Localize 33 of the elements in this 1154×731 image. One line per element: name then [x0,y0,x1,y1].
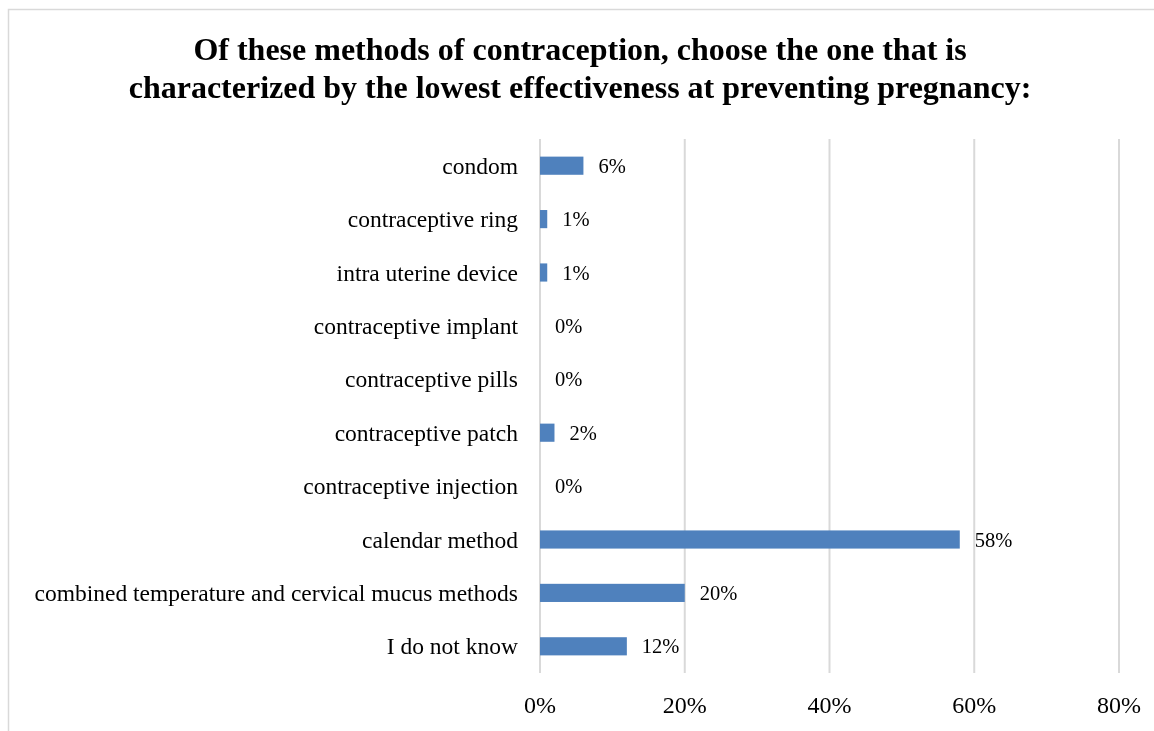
data-label: 0% [555,475,583,498]
data-label: 2% [569,421,597,444]
bar [540,530,960,549]
data-label: 20% [699,581,738,604]
data-label: 1% [562,261,590,284]
y-tick-label: contraceptive injection [303,473,519,500]
bar [540,263,548,282]
y-tick-label: contraceptive ring [347,206,519,233]
x-tick-label: 40% [807,692,852,718]
bar [540,583,685,602]
data-label: 0% [555,368,583,391]
chart-title: Of these methods of contraception, choose the one that is characterized by the lowest effectiveness at preventing pregnancy: [128,31,1032,105]
y-tick-label: contraceptive pills [345,366,518,393]
bar [540,210,548,229]
x-tick-label: 0% [524,692,556,718]
y-tick-label: combined temperature and cervical mucus methods [34,579,518,606]
data-label: 12% [641,635,680,658]
data-label: 0% [555,314,583,337]
y-tick-label: calendar method [362,526,519,553]
bar [540,156,584,175]
y-tick-label: contraceptive patch [334,419,519,446]
x-tick-label: 20% [662,692,707,718]
x-tick-label: 80% [1097,692,1141,718]
y-tick-label: contraceptive implant [313,312,519,339]
bar [540,637,627,656]
data-label: 1% [562,208,590,231]
x-tick-label: 60% [952,692,997,718]
bar [540,423,555,442]
y-tick-label: condom [442,152,518,179]
y-tick-label: I do not know [386,633,519,660]
data-label: 58% [974,528,1013,551]
y-tick-label: intra uterine device [336,259,518,286]
data-label: 6% [598,154,626,177]
